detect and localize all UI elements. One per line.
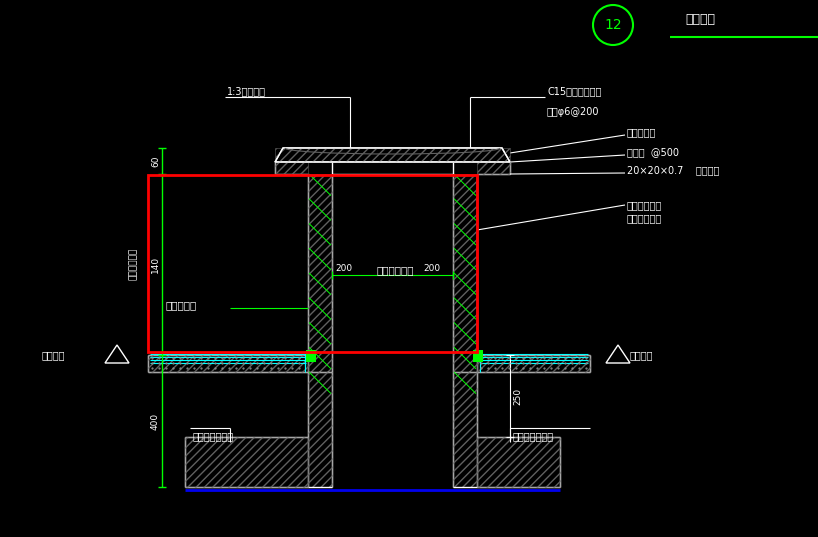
Text: 200: 200 <box>423 264 440 273</box>
Text: 60: 60 <box>151 155 160 167</box>
Bar <box>306 350 316 362</box>
Text: 铝合金百叶: 铝合金百叶 <box>165 300 196 310</box>
Text: 楼层标高: 楼层标高 <box>630 350 654 360</box>
Text: 密封膏封严: 密封膏封严 <box>627 127 656 137</box>
Text: 250: 250 <box>513 387 522 404</box>
Text: 附加防水层一层: 附加防水层一层 <box>513 431 554 441</box>
Text: 尺寸详见平面: 尺寸详见平面 <box>376 265 414 275</box>
Text: 12: 12 <box>605 18 622 32</box>
Text: 140: 140 <box>151 256 160 273</box>
Bar <box>477 162 510 174</box>
Text: 200: 200 <box>335 264 352 273</box>
Text: 详见建施说明: 详见建施说明 <box>627 213 663 223</box>
Bar <box>148 175 477 352</box>
Text: 尺寸详见平面: 尺寸详见平面 <box>128 248 137 280</box>
Bar <box>453 372 477 487</box>
Text: C15混凝土预制板: C15混凝土预制板 <box>547 86 601 96</box>
Bar <box>473 350 483 362</box>
Bar <box>185 437 308 487</box>
Text: 水泥钉  @500: 水泥钉 @500 <box>627 147 679 157</box>
Text: 20×20×0.7    镙锌垫片: 20×20×0.7 镙锌垫片 <box>627 165 719 175</box>
Polygon shape <box>275 148 510 162</box>
Bar <box>477 437 560 487</box>
Text: 1:3水泥沙浆: 1:3水泥沙浆 <box>227 86 266 96</box>
Bar <box>308 174 332 372</box>
Bar <box>275 162 308 174</box>
Bar <box>477 355 590 372</box>
Text: 上人屋面做法: 上人屋面做法 <box>627 200 663 210</box>
Bar <box>308 372 332 487</box>
Bar <box>275 148 510 162</box>
Text: 400: 400 <box>151 412 160 430</box>
Text: 雨报大样: 雨报大样 <box>685 13 715 26</box>
Text: 附加防水层一层: 附加防水层一层 <box>193 431 234 441</box>
Bar <box>453 174 477 372</box>
Text: 楼层标高: 楼层标高 <box>42 350 65 360</box>
Bar <box>148 355 308 372</box>
Text: 双向φ6@200: 双向φ6@200 <box>547 107 600 117</box>
